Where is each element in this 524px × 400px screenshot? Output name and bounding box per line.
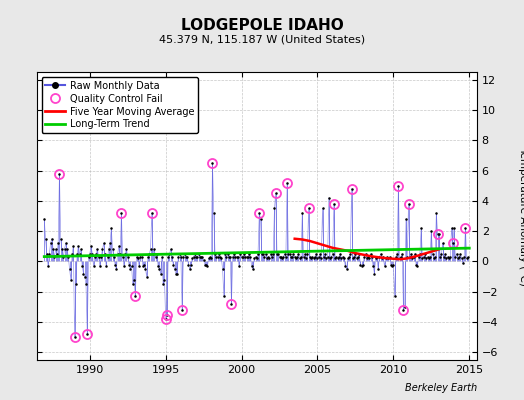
Text: LODGEPOLE IDAHO: LODGEPOLE IDAHO [181,18,343,33]
Y-axis label: Temperature Anomaly (°C): Temperature Anomaly (°C) [518,146,524,286]
Text: Berkeley Earth: Berkeley Earth [405,383,477,393]
Legend: Raw Monthly Data, Quality Control Fail, Five Year Moving Average, Long-Term Tren: Raw Monthly Data, Quality Control Fail, … [41,77,198,133]
Text: 45.379 N, 115.187 W (United States): 45.379 N, 115.187 W (United States) [159,34,365,44]
